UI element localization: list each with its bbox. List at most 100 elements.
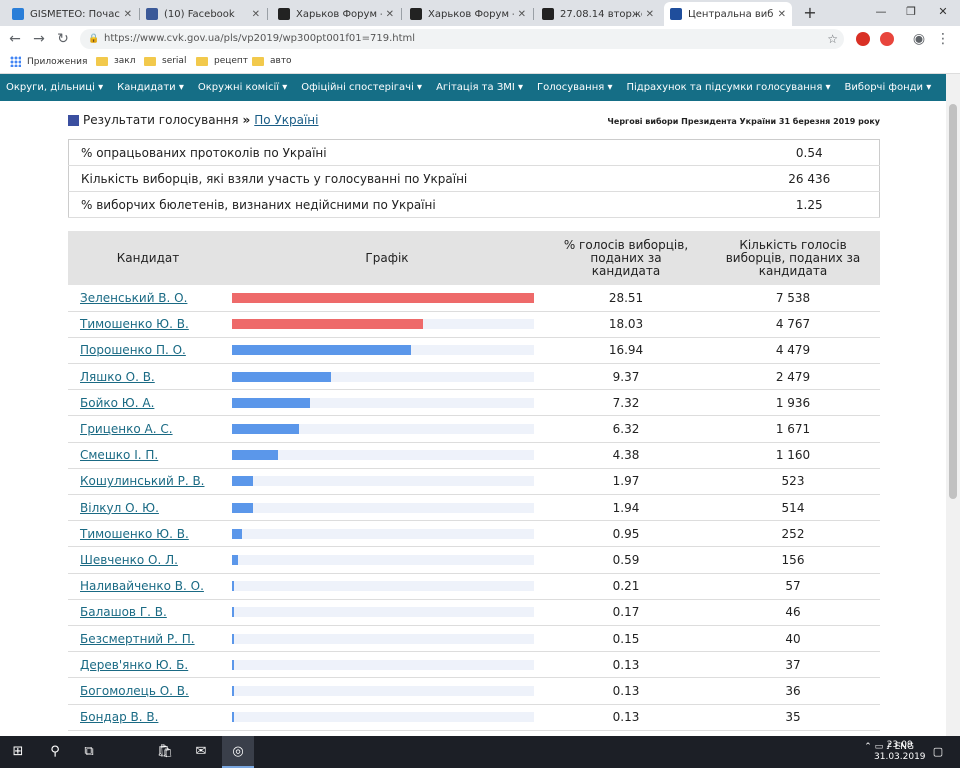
browser-tab[interactable]: (10) Facebook ✕ bbox=[140, 2, 266, 26]
candidate-cell: Зеленський В. О. bbox=[68, 285, 228, 312]
nav-menu-item[interactable]: Агітація та ЗМІ ▾ bbox=[436, 82, 524, 93]
task-view-icon[interactable]: ⧉ bbox=[84, 744, 94, 759]
search-icon[interactable]: ⚲ bbox=[50, 744, 60, 759]
vote-bar bbox=[232, 712, 234, 723]
close-tab-icon[interactable]: ✕ bbox=[385, 8, 394, 20]
candidate-link[interactable]: Смешко І. П. bbox=[80, 448, 159, 463]
bookmark-apps[interactable]: Приложения bbox=[10, 56, 87, 67]
candidate-link[interactable]: Безсмертний Р. П. bbox=[80, 631, 195, 646]
close-window-button[interactable]: ✕ bbox=[938, 5, 948, 18]
vote-bar bbox=[232, 397, 310, 408]
browser-tab-strip: GISMETEO: Почасов✕(10) Facebook✕Харьков … bbox=[0, 0, 960, 26]
tray-icons[interactable]: ⌃ ▭ ♪ bbox=[864, 742, 895, 752]
bar-track bbox=[232, 397, 534, 408]
reload-icon[interactable]: ↻ bbox=[57, 31, 69, 47]
bookmark-folder[interactable]: рецепт bbox=[196, 56, 248, 66]
nav-menu-item[interactable]: Округи, дільниці ▾ bbox=[6, 82, 104, 93]
candidate-link[interactable]: Наливайченко В. О. bbox=[80, 579, 204, 594]
notifications-icon[interactable]: ▢ bbox=[932, 745, 944, 758]
chrome-taskbar-icon[interactable]: ◎ bbox=[222, 736, 254, 768]
breadcrumb-current-link[interactable]: По Україні bbox=[254, 113, 319, 127]
extension-icon[interactable] bbox=[856, 32, 870, 46]
browser-tab[interactable]: Центральна виборч✕ bbox=[664, 2, 792, 26]
vote-bar bbox=[232, 633, 234, 644]
forum-icon bbox=[278, 8, 290, 20]
mail-icon[interactable]: ✉ bbox=[195, 744, 207, 759]
nav-menu-item[interactable]: Підрахунок та підсумки голосування ▾ bbox=[626, 82, 831, 93]
candidate-link[interactable]: Гриценко А. С. bbox=[80, 422, 173, 437]
votes-cell: 514 bbox=[706, 494, 880, 522]
browser-tab[interactable]: 27.08.14 вторжение✕ bbox=[536, 2, 660, 26]
bar-track bbox=[232, 345, 534, 356]
back-icon[interactable]: ← bbox=[9, 31, 21, 47]
percent-cell: 0.59 bbox=[546, 546, 706, 574]
bar-track bbox=[232, 450, 534, 461]
bookmark-folder[interactable]: авто bbox=[252, 56, 292, 66]
new-tab-button[interactable]: + bbox=[803, 3, 817, 22]
candidate-link[interactable]: Порошенко П. О. bbox=[80, 343, 186, 358]
bar-track bbox=[232, 607, 534, 618]
candidate-link[interactable]: Тимошенко Ю. В. bbox=[80, 317, 189, 332]
url-input[interactable]: 🔒 https://www.cvk.gov.ua/pls/vp2019/wp30… bbox=[80, 29, 844, 49]
page-scrollbar[interactable] bbox=[946, 74, 960, 736]
close-tab-icon[interactable]: ✕ bbox=[251, 8, 260, 20]
language-indicator[interactable]: ENG bbox=[894, 742, 914, 752]
bar-track bbox=[232, 424, 534, 435]
table-row: Бойко Ю. А. 7.32 1 936 bbox=[68, 389, 880, 417]
bookmark-star-icon[interactable]: ☆ bbox=[827, 32, 838, 46]
candidate-link[interactable]: Бондар В. В. bbox=[80, 710, 159, 725]
breadcrumb-separator: » bbox=[242, 113, 251, 127]
candidate-cell: Кошулинський Р. В. bbox=[68, 468, 228, 496]
candidate-link[interactable]: Зеленський В. О. bbox=[80, 290, 188, 305]
menu-icon[interactable]: ⋮ bbox=[936, 31, 950, 47]
minimize-button[interactable]: — bbox=[875, 5, 887, 18]
vote-bar bbox=[232, 528, 243, 539]
forward-icon[interactable]: → bbox=[33, 31, 45, 47]
candidate-link[interactable]: Дерев'янко Ю. Б. bbox=[80, 657, 189, 672]
close-tab-icon[interactable]: ✕ bbox=[123, 8, 132, 20]
candidate-link[interactable]: Балашов Г. В. bbox=[80, 605, 167, 620]
candidate-link[interactable]: Шевченко О. Л. bbox=[80, 552, 178, 567]
extension-shield-icon[interactable] bbox=[880, 32, 894, 46]
candidate-link[interactable]: Ляшко О. В. bbox=[80, 369, 155, 384]
candidate-link[interactable]: Бойко Ю. А. bbox=[80, 395, 155, 410]
candidate-cell: Дерев'янко Ю. Б. bbox=[68, 651, 228, 679]
percent-cell: 0.95 bbox=[546, 520, 706, 548]
bookmark-folder[interactable]: закл bbox=[96, 56, 136, 66]
vote-bar bbox=[232, 581, 235, 592]
start-icon[interactable]: ⊞ bbox=[12, 744, 24, 759]
percent-cell: 16.94 bbox=[546, 337, 706, 365]
chart-cell bbox=[228, 494, 546, 522]
browser-tab[interactable]: Харьков Форум - М✕ bbox=[404, 2, 532, 26]
nav-menu-item[interactable]: Голосування ▾ bbox=[537, 82, 613, 93]
votes-cell: 4 479 bbox=[706, 337, 880, 365]
nav-menu-item[interactable]: Окружні комісії ▾ bbox=[197, 82, 288, 93]
candidate-link[interactable]: Вілкул О. Ю. bbox=[80, 500, 159, 515]
table-row: Бондар В. В. 0.13 35 bbox=[68, 704, 880, 731]
percent-cell: 0.17 bbox=[546, 599, 706, 626]
bar-track bbox=[232, 502, 534, 513]
bar-track bbox=[232, 371, 534, 382]
bookmark-folder[interactable]: serial bbox=[144, 56, 186, 66]
chart-cell bbox=[228, 285, 546, 312]
candidate-link[interactable]: Кошулинський Р. В. bbox=[80, 474, 205, 489]
clock[interactable]: 23:09 31.03.2019 bbox=[874, 740, 926, 762]
chart-cell bbox=[228, 651, 546, 679]
account-icon[interactable]: ◉ bbox=[912, 31, 926, 47]
candidate-link[interactable]: Богомолець О. В. bbox=[80, 683, 189, 698]
summary-value: 26 436 bbox=[739, 165, 880, 192]
nav-menu-item[interactable]: Кандидати ▾ bbox=[117, 82, 184, 93]
close-tab-icon[interactable]: ✕ bbox=[777, 8, 786, 20]
close-tab-icon[interactable]: ✕ bbox=[517, 8, 526, 20]
store-icon[interactable]: 🛍 bbox=[156, 744, 174, 759]
close-tab-icon[interactable]: ✕ bbox=[645, 8, 654, 20]
bar-track bbox=[232, 581, 534, 592]
nav-menu-item[interactable]: Виборчі фонди ▾ bbox=[844, 82, 932, 93]
browser-tab[interactable]: GISMETEO: Почасов✕ bbox=[6, 2, 138, 26]
candidate-link[interactable]: Тимошенко Ю. В. bbox=[80, 526, 189, 541]
nav-menu-item[interactable]: Офіційні спостерігачі ▾ bbox=[301, 82, 423, 93]
browser-tab[interactable]: Харьков Форум - М✕ bbox=[272, 2, 400, 26]
scrollbar-thumb[interactable] bbox=[949, 104, 957, 499]
percent-cell: 7.32 bbox=[546, 389, 706, 417]
maximize-button[interactable]: ❐ bbox=[906, 5, 916, 18]
